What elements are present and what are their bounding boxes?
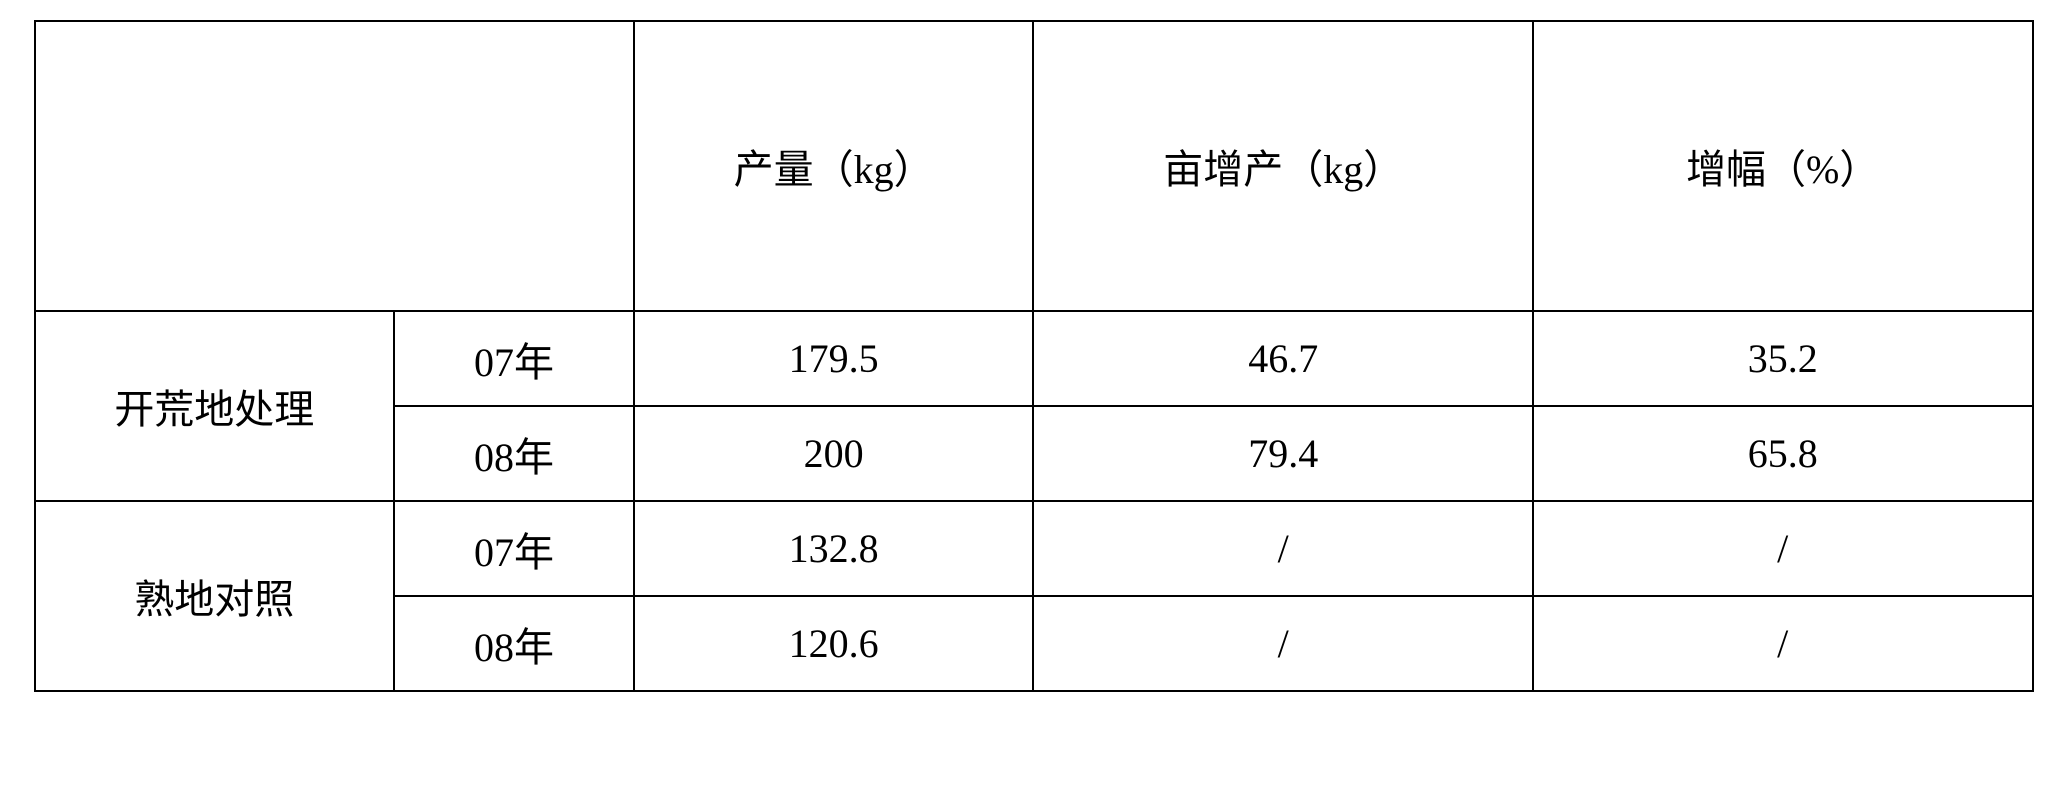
cell-year: 07年 — [394, 501, 634, 596]
cell-year: 08年 — [394, 596, 634, 691]
header-percent-increase: 增幅（%） — [1533, 21, 2033, 311]
header-yield: 产量（kg） — [634, 21, 1034, 311]
cell-yield: 132.8 — [634, 501, 1034, 596]
cell-yield: 120.6 — [634, 596, 1034, 691]
cell-year: 07年 — [394, 311, 634, 406]
cell-increase: 46.7 — [1033, 311, 1533, 406]
cell-percent: 35.2 — [1533, 311, 2033, 406]
header-per-mu-increase: 亩增产（kg） — [1033, 21, 1533, 311]
cell-percent: / — [1533, 596, 2033, 691]
cell-increase: / — [1033, 596, 1533, 691]
cell-yield: 200 — [634, 406, 1034, 501]
table-header-row: 产量（kg） 亩增产（kg） 增幅（%） — [35, 21, 2033, 311]
header-empty-cell — [35, 21, 634, 311]
table-row: 熟地对照 07年 132.8 / / — [35, 501, 2033, 596]
cell-increase: / — [1033, 501, 1533, 596]
group-label-cultivated: 熟地对照 — [35, 501, 395, 691]
cell-increase: 79.4 — [1033, 406, 1533, 501]
cell-percent: / — [1533, 501, 2033, 596]
table-row: 开荒地处理 07年 179.5 46.7 35.2 — [35, 311, 2033, 406]
cell-percent: 65.8 — [1533, 406, 2033, 501]
cell-yield: 179.5 — [634, 311, 1034, 406]
group-label-wasteland: 开荒地处理 — [35, 311, 395, 501]
cell-year: 08年 — [394, 406, 634, 501]
yield-table: 产量（kg） 亩增产（kg） 增幅（%） 开荒地处理 07年 179.5 46.… — [34, 20, 2034, 692]
yield-table-container: 产量（kg） 亩增产（kg） 增幅（%） 开荒地处理 07年 179.5 46.… — [34, 20, 2034, 692]
